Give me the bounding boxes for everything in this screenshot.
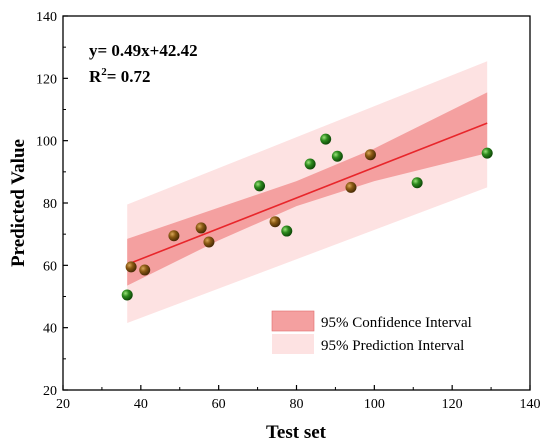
x-tick-label: 80 xyxy=(290,397,304,412)
data-point-brown xyxy=(195,222,207,234)
legend-swatch-prediction xyxy=(272,334,314,354)
data-point-green xyxy=(121,289,133,301)
x-tick-label: 40 xyxy=(134,397,148,412)
fit-line-layer xyxy=(126,122,488,266)
y-tick-label: 20 xyxy=(43,384,57,399)
data-point-green xyxy=(304,158,316,170)
y-tick-label: 40 xyxy=(43,322,57,337)
x-tick-label: 140 xyxy=(520,397,541,412)
x-axis-title: Test set xyxy=(266,422,327,443)
interval-bands xyxy=(127,61,488,323)
data-point-green xyxy=(254,180,266,192)
y-tick-label: 80 xyxy=(43,197,57,212)
data-point-brown xyxy=(139,264,151,276)
legend-label-confidence: 95% Confidence Interval xyxy=(321,315,472,331)
confidence-band xyxy=(127,92,488,286)
y-tick-label: 100 xyxy=(36,135,57,150)
data-point-brown xyxy=(125,261,137,273)
fit-equation: y= 0.49x+42.42 xyxy=(89,41,198,60)
data-point-green xyxy=(411,177,423,189)
y-axis-title: Predicted Value xyxy=(8,139,29,267)
x-tick-label: 20 xyxy=(56,397,70,412)
data-point-brown xyxy=(345,181,357,193)
r-squared: R2= 0.72 xyxy=(89,66,150,86)
r-squared-superscript: 2 xyxy=(101,66,107,78)
data-point-brown xyxy=(203,236,215,248)
legend: 95% Confidence Interval 95% Prediction I… xyxy=(271,310,472,354)
data-point-green xyxy=(281,225,293,237)
data-point-green xyxy=(331,150,343,162)
fit-line xyxy=(126,122,488,266)
data-point-brown xyxy=(364,149,376,161)
data-point-brown xyxy=(168,230,180,242)
axis-ticks: 20 40 60 80 100 120 140 20 40 60 80 100 120 140 xyxy=(36,10,541,412)
x-tick-label: 120 xyxy=(442,397,463,412)
r-squared-value: = 0.72 xyxy=(107,67,151,86)
legend-swatch-confidence xyxy=(271,310,315,332)
data-point-brown xyxy=(269,216,281,228)
x-tick-label: 60 xyxy=(212,397,226,412)
y-tick-label: 60 xyxy=(43,259,57,274)
x-tick-label: 100 xyxy=(364,397,385,412)
data-point-green xyxy=(481,147,493,159)
data-point-green xyxy=(320,133,332,145)
y-tick-label: 120 xyxy=(36,72,57,87)
data-points xyxy=(121,133,493,301)
y-tick-label: 140 xyxy=(36,10,57,25)
legend-label-prediction: 95% Prediction Interval xyxy=(321,338,464,354)
r-squared-prefix: R xyxy=(89,67,102,86)
